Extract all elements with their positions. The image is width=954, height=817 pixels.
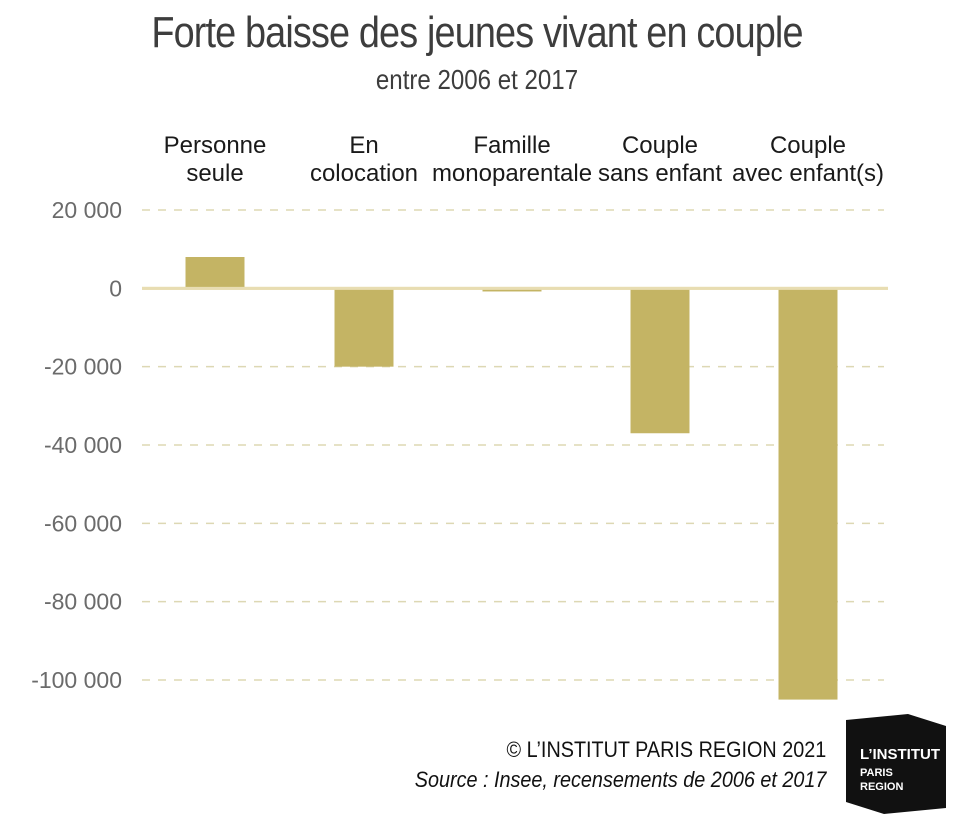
category-label-line: avec enfant(s) <box>732 160 884 187</box>
category-label-line: colocation <box>310 160 418 187</box>
category-label: En colocation <box>310 132 418 187</box>
logo-line-3: REGION <box>860 781 903 793</box>
source-text: Source : Insee, recensements de 2006 et … <box>414 767 826 792</box>
bar <box>334 288 394 367</box>
bar <box>778 288 838 700</box>
copyright-text: © L’INSTITUT PARIS REGION 2021 <box>506 737 826 762</box>
bar <box>630 288 690 434</box>
category-label: Personne seule <box>164 132 267 187</box>
category-label-line: Couple <box>622 132 698 159</box>
logo-shape <box>846 714 946 814</box>
logo-line-2: PARIS <box>860 767 893 779</box>
category-label: Famille monoparentale <box>432 132 592 187</box>
y-tick-label: -20 000 <box>44 354 122 380</box>
y-tick-label: 0 <box>109 275 122 301</box>
institut-logo: L’INSTITUT PARIS REGION <box>846 714 946 814</box>
category-label-line: En <box>349 132 378 159</box>
category-label-line: sans enfant <box>598 160 722 187</box>
y-tick-label: 20 000 <box>52 197 122 223</box>
category-label: Couple avec enfant(s) <box>732 132 884 187</box>
y-tick-label: -40 000 <box>44 432 122 458</box>
y-tick-label: -60 000 <box>44 510 122 536</box>
bar <box>185 257 245 289</box>
logo-line-1: L’INSTITUT <box>860 746 940 763</box>
chart-title: Forte baisse des jeunes vivant en couple <box>151 8 803 57</box>
category-label-line: Personne <box>164 132 267 159</box>
category-label-line: monoparentale <box>432 160 592 187</box>
bar <box>482 288 542 292</box>
y-tick-label: -100 000 <box>31 667 122 693</box>
y-tick-label: -80 000 <box>44 589 122 615</box>
category-label-line: Couple <box>770 132 846 159</box>
chart-subtitle: entre 2006 et 2017 <box>375 64 579 95</box>
category-label-line: seule <box>186 160 243 187</box>
category-label-line: Famille <box>473 132 550 159</box>
category-label: Couple sans enfant <box>598 132 722 187</box>
